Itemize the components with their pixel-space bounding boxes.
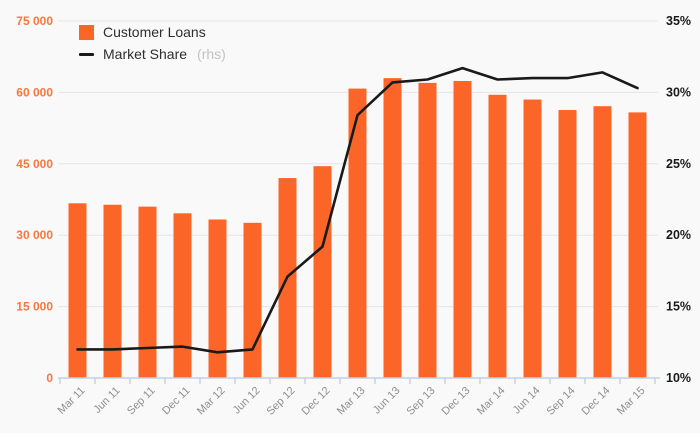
right-axis-tick-label: 20% (666, 228, 691, 242)
right-axis-tick-label: 15% (666, 300, 691, 314)
left-axis-tick-label: 0 (46, 371, 53, 385)
x-axis-category-label: Sep 13 (404, 385, 437, 418)
x-axis-category-label: Jun 14 (511, 385, 543, 417)
left-axis-tick-label: 60 000 (16, 85, 53, 99)
legend-item-market-share: Market Share (rhs) (79, 46, 226, 62)
x-axis-category-label: Mar 12 (195, 385, 228, 418)
x-axis-category-label: Mar 11 (56, 385, 88, 417)
left-axis-tick-label: 15 000 (16, 300, 53, 314)
right-axis-tick-label: 30% (666, 85, 691, 99)
bar-customer-loans (628, 112, 647, 378)
x-axis-category-label: Sep 12 (264, 385, 297, 418)
right-axis-tick-label: 35% (666, 14, 691, 28)
left-axis-tick-label: 75 000 (16, 14, 53, 28)
bar-customer-loans (313, 166, 332, 378)
bar-customer-loans (103, 204, 122, 378)
x-axis-category-label: Jun 11 (91, 385, 122, 416)
left-axis-tick-label: 45 000 (16, 157, 53, 171)
legend-label-customer-loans: Customer Loans (103, 24, 206, 40)
bar-customer-loans (383, 78, 402, 379)
right-axis-tick-label: 25% (666, 157, 691, 171)
bar-customer-loans (243, 222, 262, 378)
x-axis-category-label: Dec 14 (579, 385, 612, 418)
bar-customer-loans (138, 206, 157, 378)
bar-customer-loans (173, 213, 192, 378)
x-axis-category-label: Mar 13 (335, 385, 368, 418)
bar-swatch-icon (79, 24, 94, 40)
x-axis-category-label: Dec 11 (160, 385, 193, 418)
legend-label-market-share: Market Share (103, 46, 188, 62)
x-axis-category-label: Sep 11 (125, 385, 158, 418)
bar-customer-loans (453, 80, 472, 378)
bar-customer-loans (208, 219, 227, 378)
bar-customer-loans (558, 110, 577, 379)
x-axis-category-label: Dec 12 (299, 385, 332, 418)
x-axis-category-label: Jun 12 (231, 385, 263, 417)
bar-customer-loans (488, 94, 507, 378)
bar-customer-loans (68, 203, 87, 378)
legend-rhs-suffix: (rhs) (197, 46, 226, 62)
x-axis-category-label: Sep 14 (544, 385, 577, 418)
bar-customer-loans (348, 88, 367, 378)
bar-customer-loans (523, 99, 542, 378)
bar-customer-loans (593, 106, 612, 378)
bar-customer-loans (418, 82, 437, 378)
x-axis-category-label: Dec 13 (439, 385, 472, 418)
left-axis-tick-label: 30 000 (16, 228, 53, 242)
market-share-line (76, 66, 639, 354)
legend: Customer Loans Market Share (rhs) (79, 24, 226, 62)
line-swatch-icon (79, 52, 94, 56)
legend-item-customer-loans: Customer Loans (79, 24, 226, 40)
x-axis-category-label: Mar 14 (475, 385, 508, 418)
right-axis-tick-label: 10% (666, 371, 691, 385)
x-axis-category-label: Mar 15 (615, 385, 648, 418)
x-axis-category-label: Jun 13 (371, 385, 403, 417)
